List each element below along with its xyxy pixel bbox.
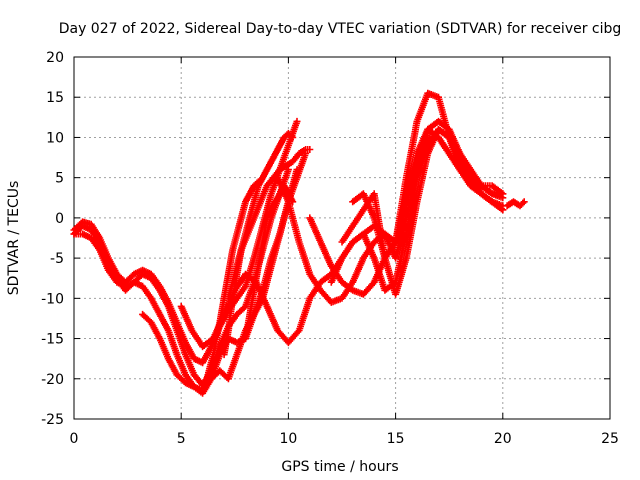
data-marks [70, 89, 528, 397]
y-tick-label: 10 [46, 130, 64, 146]
marker-trail [503, 198, 528, 210]
plot-frame [73, 56, 611, 420]
y-tick-label: -25 [41, 412, 64, 428]
marker-trail [242, 182, 297, 343]
chart-title: Day 027 of 2022, Sidereal Day-to-day VTE… [59, 21, 622, 37]
grid-lines [74, 57, 610, 419]
y-tick-label: 0 [55, 211, 64, 227]
marker-trail [224, 146, 314, 302]
x-axis-ticks: 0 5 10 15 20 25 [70, 57, 619, 447]
y-tick-label: -15 [41, 332, 64, 348]
y-tick-label: 5 [55, 171, 64, 187]
y-axis-ticks: -25 -20 -15 -10 -5 0 5 10 15 20 [41, 50, 610, 428]
y-tick-label: -5 [50, 251, 64, 267]
marker-trail [349, 125, 507, 262]
y-tick-label: 15 [46, 90, 64, 106]
series-track-15 [503, 198, 528, 210]
marker-trail [203, 178, 262, 383]
x-tick-label: 0 [70, 431, 79, 447]
x-tick-label: 5 [177, 431, 186, 447]
x-tick-label: 15 [387, 431, 405, 447]
x-tick-label: 25 [601, 431, 619, 447]
y-tick-label: 20 [46, 50, 64, 66]
x-tick-label: 10 [279, 431, 297, 447]
series-track-10 [349, 125, 507, 262]
y-tick-label: -20 [41, 372, 64, 388]
x-axis-label: GPS time / hours [281, 459, 398, 475]
series-track-12 [242, 182, 297, 343]
series-track-14 [224, 146, 314, 302]
y-axis-label: SDTVAR / TECUs [6, 181, 22, 296]
x-tick-label: 20 [494, 431, 512, 447]
y-tick-label: -10 [41, 291, 64, 307]
series-track-13 [203, 178, 262, 383]
